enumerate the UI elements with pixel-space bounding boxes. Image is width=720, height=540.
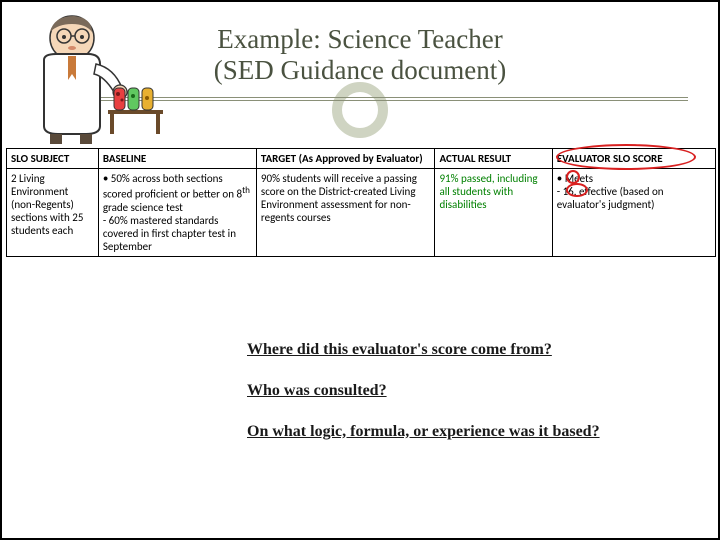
cell-baseline: • 50% across both sections scored profic… — [98, 169, 256, 257]
cell-actual: 91% passed, including all students with … — [435, 169, 552, 257]
questions-block: Where did this evaluator's score come fr… — [247, 340, 702, 462]
slo-table-wrap: SLO SUBJECT BASELINE TARGET (As Approved… — [6, 148, 716, 257]
th-subject: SLO SUBJECT — [7, 149, 99, 169]
cell-subject: 2 Living Environment (non-Regents) secti… — [7, 169, 99, 257]
red-oval-header — [556, 144, 696, 170]
red-oval-meets — [566, 170, 580, 184]
question-2: Who was consulted? — [247, 381, 702, 402]
question-3: On what logic, formula, or experience wa… — [247, 422, 702, 443]
scientist-illustration — [14, 10, 169, 150]
red-oval-16 — [566, 183, 588, 197]
th-actual: ACTUAL RESULT — [435, 149, 552, 169]
th-target: TARGET (As Approved by Evaluator) — [256, 149, 435, 169]
cell-target: 90% students will receive a passing scor… — [256, 169, 435, 257]
decorative-ring — [332, 82, 388, 138]
table-row: 2 Living Environment (non-Regents) secti… — [7, 169, 716, 257]
question-1: Where did this evaluator's score come fr… — [247, 340, 702, 361]
slide: Example: Science Teacher (SED Guidance d… — [0, 0, 720, 540]
th-baseline: BASELINE — [98, 149, 256, 169]
